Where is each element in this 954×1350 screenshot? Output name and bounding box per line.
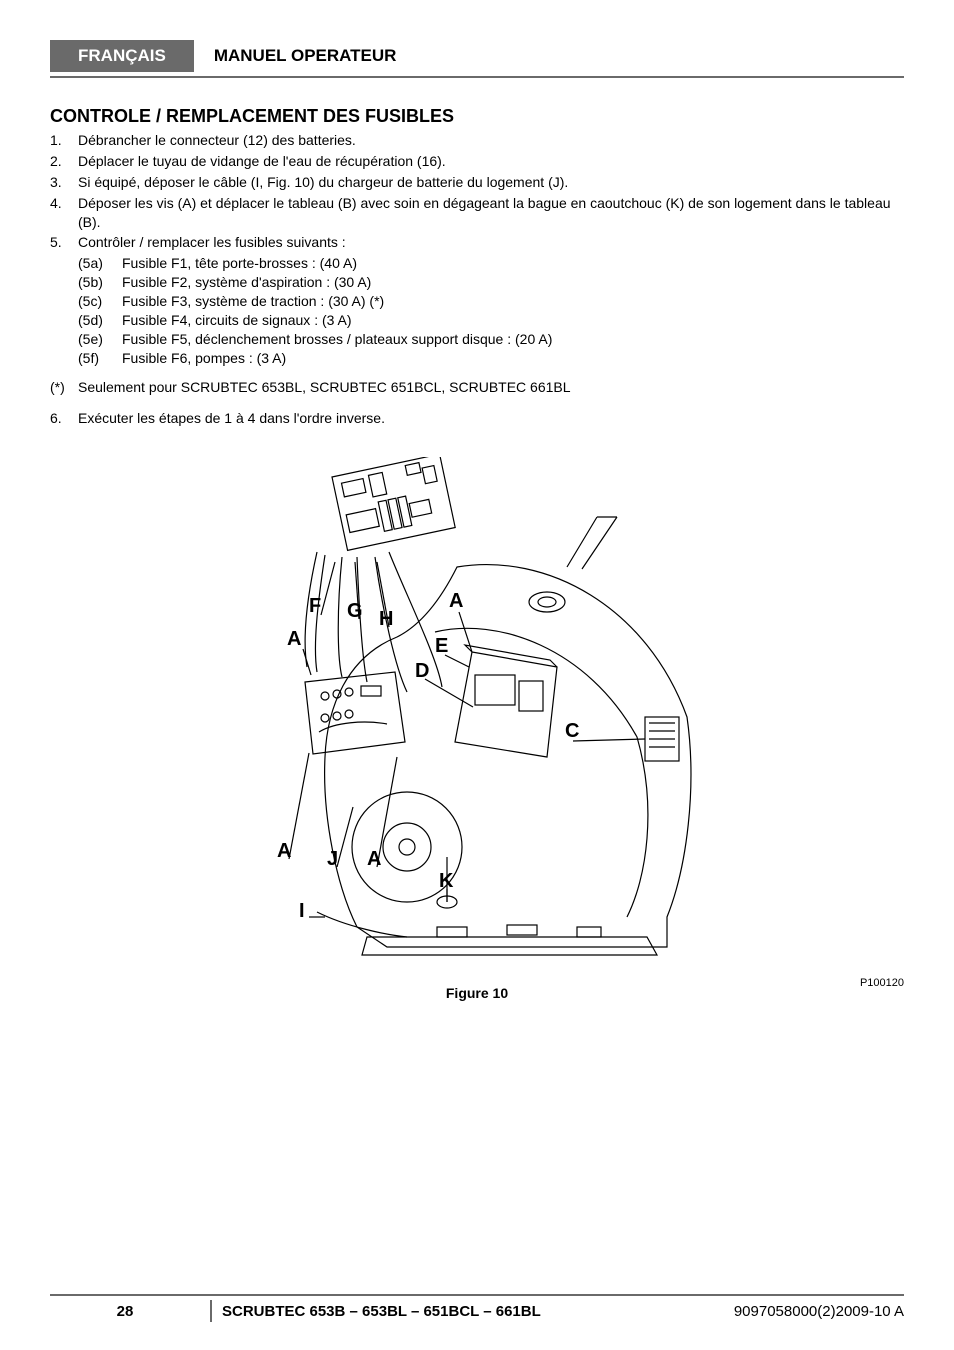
figure-id: P100120 <box>860 977 904 989</box>
step-number: 4. <box>50 194 78 232</box>
step-number: 5. <box>50 233 78 367</box>
fuse-key: (5f) <box>78 349 122 368</box>
step-text: Déposer les vis (A) et déplacer le table… <box>78 194 904 232</box>
fuse-item: (5a)Fusible F1, tête porte-brosses : (40… <box>78 254 904 273</box>
manual-label: MANUEL OPERATEUR <box>214 46 397 66</box>
footnote-text: Seulement pour SCRUBTEC 653BL, SCRUBTEC … <box>78 378 571 397</box>
footnote-mark: (*) <box>50 378 78 397</box>
fuse-item: (5e)Fusible F5, déclenchement brosses / … <box>78 330 904 349</box>
figure-label-A: A <box>449 590 463 612</box>
figure-label-I: I <box>299 900 305 922</box>
fuse-key: (5a) <box>78 254 122 273</box>
step: 5. Contrôler / remplacer les fusibles su… <box>50 233 904 367</box>
step: 4. Déposer les vis (A) et déplacer le ta… <box>50 194 904 232</box>
step: 3. Si équipé, déposer le câble (I, Fig. … <box>50 173 904 192</box>
fuse-val: Fusible F3, système de traction : (30 A)… <box>122 292 384 311</box>
figure-label-A: A <box>287 628 301 650</box>
steps-list: 1. Débrancher le connecteur (12) des bat… <box>50 131 904 368</box>
fuse-val: Fusible F4, circuits de signaux : (3 A) <box>122 311 352 330</box>
step-number: 6. <box>50 409 78 428</box>
fuse-key: (5d) <box>78 311 122 330</box>
step-6: 6. Exécuter les étapes de 1 à 4 dans l'o… <box>50 409 904 428</box>
step-text: Débrancher le connecteur (12) des batter… <box>78 131 904 150</box>
figure-caption: Figure 10 <box>446 985 508 1001</box>
figure-wrap: F G H A A E D C A J A K I P100120 Figure… <box>50 457 904 1001</box>
step-text: Contrôler / remplacer les fusibles suiva… <box>78 233 904 367</box>
language-tab: FRANÇAIS <box>50 40 194 72</box>
step-number: 1. <box>50 131 78 150</box>
step-number: 2. <box>50 152 78 171</box>
figure-label-E: E <box>435 635 448 657</box>
page: FRANÇAIS MANUEL OPERATEUR CONTROLE / REM… <box>0 0 954 1350</box>
page-number: 28 <box>50 1303 200 1320</box>
figure-label-J: J <box>327 848 338 870</box>
header-bar: FRANÇAIS MANUEL OPERATEUR <box>50 40 904 72</box>
fuse-val: Fusible F6, pompes : (3 A) <box>122 349 286 368</box>
figure-label-C: C <box>565 720 579 742</box>
fuse-val: Fusible F2, système d'aspiration : (30 A… <box>122 273 371 292</box>
fuse-item: (5d)Fusible F4, circuits de signaux : (3… <box>78 311 904 330</box>
figure-label-A: A <box>367 848 381 870</box>
fuse-val: Fusible F1, tête porte-brosses : (40 A) <box>122 254 357 273</box>
fuse-key: (5e) <box>78 330 122 349</box>
footer-model: SCRUBTEC 653B – 653BL – 651BCL – 661BL <box>222 1303 734 1320</box>
figure-label-A: A <box>277 840 291 862</box>
fuse-key: (5b) <box>78 273 122 292</box>
step: 2. Déplacer le tuyau de vidange de l'eau… <box>50 152 904 171</box>
step-text: Si équipé, déposer le câble (I, Fig. 10)… <box>78 173 904 192</box>
footer-rule <box>50 1294 904 1296</box>
fuse-list: (5a)Fusible F1, tête porte-brosses : (40… <box>78 254 904 367</box>
fuse-item: (5c)Fusible F3, système de traction : (3… <box>78 292 904 311</box>
section-title: CONTROLE / REMPLACEMENT DES FUSIBLES <box>50 106 904 127</box>
figure-label-G: G <box>347 600 363 622</box>
step-text: Déplacer le tuyau de vidange de l'eau de… <box>78 152 904 171</box>
footnote: (*) Seulement pour SCRUBTEC 653BL, SCRUB… <box>50 378 904 397</box>
fuse-key: (5c) <box>78 292 122 311</box>
fuse-item: (5f)Fusible F6, pompes : (3 A) <box>78 349 904 368</box>
step-text-intro: Contrôler / remplacer les fusibles suiva… <box>78 234 346 250</box>
footer: 28 SCRUBTEC 653B – 653BL – 651BCL – 661B… <box>50 1294 904 1322</box>
footer-divider <box>210 1300 212 1322</box>
figure-svg: F G H A A E D C A J A K I <box>247 457 707 977</box>
step-number: 3. <box>50 173 78 192</box>
footer-row: 28 SCRUBTEC 653B – 653BL – 651BCL – 661B… <box>50 1300 904 1322</box>
figure-label-D: D <box>415 660 429 682</box>
figure-label-F: F <box>309 595 321 617</box>
fuse-val: Fusible F5, déclenchement brosses / plat… <box>122 330 552 349</box>
figure-label-H: H <box>379 608 393 630</box>
header-rule <box>50 76 904 78</box>
step: 1. Débrancher le connecteur (12) des bat… <box>50 131 904 150</box>
figure-label-K: K <box>439 870 454 892</box>
footer-docref: 9097058000(2)2009-10 A <box>734 1303 904 1320</box>
fuse-item: (5b)Fusible F2, système d'aspiration : (… <box>78 273 904 292</box>
step-text: Exécuter les étapes de 1 à 4 dans l'ordr… <box>78 409 385 428</box>
